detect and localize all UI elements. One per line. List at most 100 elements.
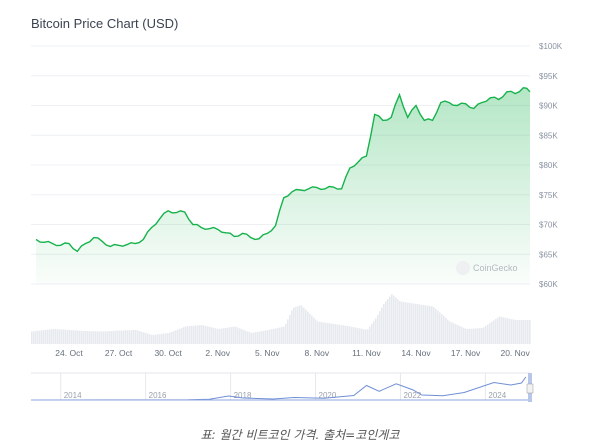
volume-bar <box>89 331 91 344</box>
volume-bar <box>323 322 325 344</box>
volume-bar <box>303 307 305 344</box>
volume-bar <box>519 320 521 344</box>
volume-bar <box>417 304 419 344</box>
volume-bar <box>375 318 377 344</box>
volume-bar <box>55 329 57 344</box>
volume-bar <box>131 330 133 344</box>
x-tick-label: 27. Oct <box>105 348 133 358</box>
volume-bar <box>421 304 423 344</box>
volume-bar <box>127 330 129 344</box>
volume-bar <box>233 326 235 344</box>
volume-bar <box>191 325 193 344</box>
volume-bar <box>415 303 417 344</box>
volume-bar <box>361 328 363 344</box>
volume-bar <box>113 330 115 344</box>
volume-bar <box>371 323 373 344</box>
volume-bar <box>355 327 357 344</box>
volume-bar <box>367 329 369 344</box>
volume-bar <box>105 331 107 344</box>
volume-bar <box>337 324 339 344</box>
volume-bar <box>387 299 389 344</box>
volume-bar <box>389 296 391 344</box>
volume-bar <box>59 329 61 344</box>
volume-bar <box>525 320 527 344</box>
volume-bar <box>357 328 359 344</box>
volume-bar <box>383 303 385 344</box>
volume-bar <box>433 306 435 344</box>
volume-bar <box>471 328 473 344</box>
volume-bar <box>513 319 515 344</box>
volume-bar <box>449 321 451 344</box>
volume-bar <box>235 326 237 344</box>
volume-bar <box>359 328 361 344</box>
volume-bar <box>253 332 255 344</box>
volume-bar <box>335 324 337 344</box>
volume-bar <box>325 322 327 344</box>
volume-bar <box>445 317 447 344</box>
volume-bar <box>251 332 253 344</box>
navigator[interactable]: 2014 2016 2018 2020 2022 2024 <box>30 372 534 402</box>
volume-bar <box>479 328 481 344</box>
volume-bar <box>231 326 233 344</box>
volume-bar <box>37 330 39 344</box>
volume-bar <box>315 319 317 344</box>
volume-bar <box>379 311 381 344</box>
volume-bar <box>185 326 187 344</box>
volume-bar <box>171 331 173 344</box>
volume-bar <box>259 331 261 344</box>
volume-bar <box>429 305 431 344</box>
volume-bar <box>509 318 511 344</box>
watermark-text: CoinGecko <box>473 263 518 273</box>
volume-bar <box>431 306 433 344</box>
volume-bar <box>295 306 297 344</box>
coingecko-watermark: CoinGecko <box>456 261 518 275</box>
volume-bar <box>439 312 441 344</box>
volume-bar <box>209 326 211 344</box>
volume-bar <box>511 319 513 344</box>
navigator-handle[interactable] <box>526 383 534 394</box>
volume-bar <box>529 320 531 344</box>
navigator-line <box>30 376 527 401</box>
x-tick-label: 5. Nov <box>255 348 280 358</box>
volume-bar <box>467 328 469 344</box>
volume-bar <box>289 314 291 344</box>
volume-bar <box>491 321 493 344</box>
volume-bar <box>311 315 313 344</box>
volume-bar <box>107 331 109 344</box>
volume-bar <box>119 330 121 344</box>
volume-bar <box>407 302 409 344</box>
volume-bar <box>327 323 329 344</box>
volume-bar <box>515 319 517 344</box>
volume-bar <box>97 331 99 344</box>
volume-bar <box>199 325 201 344</box>
x-tick-label: 8. Nov <box>305 348 330 358</box>
volume-bar <box>217 328 219 344</box>
volume-bar <box>257 331 259 344</box>
volume-bar <box>247 331 249 344</box>
volume-bar <box>211 327 213 344</box>
volume-bar <box>343 325 345 344</box>
volume-bar <box>283 326 285 344</box>
navigator-year-label: 2016 <box>149 391 167 400</box>
volume-bar <box>169 332 171 344</box>
y-tick-label: $80K <box>539 161 558 170</box>
navigator-year-label: 2020 <box>319 391 337 400</box>
volume-bar <box>167 333 169 344</box>
volume-bar <box>435 308 437 344</box>
volume-bar <box>193 325 195 344</box>
volume-bar <box>187 326 189 344</box>
volume-bar <box>51 329 53 344</box>
volume-bar <box>87 331 89 344</box>
volume-bar <box>61 329 63 344</box>
volume-bar <box>331 323 333 344</box>
volume-bar <box>287 319 289 344</box>
volume-bar <box>319 321 321 344</box>
volume-bar <box>197 325 199 344</box>
coingecko-logo-icon <box>456 261 470 275</box>
volume-bar <box>137 330 139 344</box>
volume-bar <box>409 302 411 344</box>
volume-bar <box>157 334 159 344</box>
volume-bar <box>241 329 243 344</box>
volume-bar <box>45 329 47 344</box>
